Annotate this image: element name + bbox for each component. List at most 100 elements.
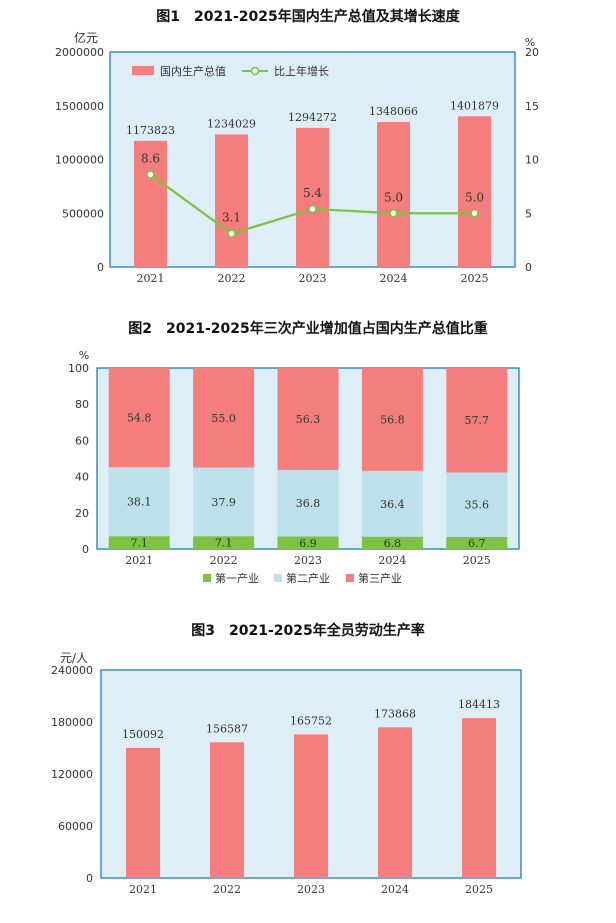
chart1-growth-point <box>227 229 236 238</box>
chart2-segment-label: 37.9 <box>211 496 236 509</box>
chart2-x-tick-label: 2023 <box>294 554 322 567</box>
chart2-legend-label: 第二产业 <box>286 571 330 585</box>
chart1-legend-bar-swatch <box>132 66 154 75</box>
chart2-segment-label: 57.7 <box>465 414 490 427</box>
chart2-segment-label: 7.1 <box>130 537 148 550</box>
chart1-y-tick-label: 1000000 <box>55 154 104 167</box>
chart3-bar-value-label: 184413 <box>458 698 500 711</box>
chart2-segment-label: 6.7 <box>468 537 486 550</box>
chart2-segment <box>277 536 339 549</box>
chart1-bar-value-label: 1173823 <box>126 124 175 137</box>
chart1-bar-value-label: 1294272 <box>288 111 337 124</box>
chart3-x-tick-label: 2022 <box>213 883 241 896</box>
chart1-y-tick-label: 2000000 <box>55 46 104 59</box>
chart3-bar-value-label: 165752 <box>290 714 332 727</box>
chart3-x-tick-label: 2025 <box>465 883 493 896</box>
chart1-bar-value-label: 1348066 <box>369 105 418 118</box>
chart2-x-tick-label: 2025 <box>463 554 491 567</box>
chart3-y-tick-label: 60000 <box>58 820 93 833</box>
chart2-segment-label: 54.8 <box>127 412 152 425</box>
chart2-y-tick-label: 20 <box>75 507 89 520</box>
chart1-bar-value-label: 1401879 <box>450 99 499 112</box>
chart3-y-tick-label: 0 <box>86 872 93 885</box>
chart2-segment-label: 36.8 <box>296 497 321 510</box>
chart1-bar <box>134 140 167 267</box>
chart3-bar <box>126 747 160 878</box>
chart1-x-tick-label: 2021 <box>137 272 165 285</box>
chart2-segment-label: 6.9 <box>299 537 317 550</box>
chart3-bar-value-label: 173868 <box>374 707 416 720</box>
chart2-segment-label: 38.1 <box>127 496 152 509</box>
chart1-bar <box>215 134 248 267</box>
chart1-growth-label: 3.1 <box>222 211 241 225</box>
chart1-legend-line-marker <box>250 66 260 76</box>
chart2-segment <box>193 368 255 468</box>
chart2-segment <box>193 467 255 537</box>
chart3-x-tick-label: 2021 <box>129 883 157 896</box>
chart2-legend-label: 第三产业 <box>358 571 402 585</box>
chart2-segment <box>446 472 508 537</box>
chart2-y-tick-label: 40 <box>75 471 89 484</box>
chart3-bar <box>378 727 412 878</box>
chart2-y-tick-label: 80 <box>75 398 89 411</box>
chart2-segment <box>277 368 339 470</box>
chart2-segment-label: 7.1 <box>215 537 233 550</box>
chart2-legend-swatch <box>346 574 354 582</box>
chart2: % 0 20 40 60 80 100 7.1 38.1 54.8 2021 7.1 37.9 55.0 2… <box>68 349 520 585</box>
chart1-right-unit: % <box>525 36 535 49</box>
chart3-bar <box>294 734 328 878</box>
chart2-segment-label: 56.8 <box>380 413 405 426</box>
chart1-growth-point <box>470 208 479 218</box>
chart2-segment <box>108 536 170 549</box>
chart2-segment <box>446 368 508 473</box>
chart2-legend-swatch <box>203 574 211 582</box>
chart1-growth-point <box>389 208 398 218</box>
chart3-bar <box>462 718 496 878</box>
chart1-title: 图1 2021-2025年国内生产总值及其增长速度 <box>156 9 460 25</box>
chart1-x-tick-label: 2022 <box>218 272 246 285</box>
chart1-growth-point <box>308 204 317 214</box>
chart1-growth-label: 5.0 <box>384 190 403 204</box>
chart1-y-tick-label: 0 <box>97 261 104 274</box>
chart2-y-tick-label: 60 <box>75 434 89 447</box>
chart3-y-tick-label: 120000 <box>51 768 93 781</box>
chart2-segment-label: 56.3 <box>296 413 321 426</box>
chart3-x-tick-label: 2024 <box>381 883 409 896</box>
chart1-y2-tick-label: 20 <box>525 46 539 59</box>
chart2-x-tick-label: 2022 <box>210 554 238 567</box>
chart1-y2-tick-label: 15 <box>525 100 539 113</box>
chart3-title: 图3 2021-2025年全员劳动生产率 <box>191 623 425 639</box>
chart3-left-unit: 元/人 <box>60 651 88 665</box>
chart1-legend-bar-label: 国内生产总值 <box>160 64 226 78</box>
chart1-bar <box>377 122 410 267</box>
chart1: 亿元 % 0 500000 1000000 1500000 2000000 0 5 10 15 20 1… <box>55 30 539 285</box>
chart1-x-tick-label: 2023 <box>299 272 327 285</box>
chart3-bar-value-label: 150092 <box>122 728 164 741</box>
chart2-segment <box>108 368 170 468</box>
chart1-x-tick-label: 2024 <box>380 272 408 285</box>
chart2-segment-label: 36.4 <box>380 498 405 511</box>
chart2-segment <box>277 469 339 537</box>
chart3-y-tick-label: 240000 <box>51 664 93 677</box>
chart2-segment <box>361 470 423 537</box>
chart3-x-tick-label: 2023 <box>297 883 325 896</box>
chart3-bar-value-label: 156587 <box>206 722 248 735</box>
chart3-y-tick-label: 180000 <box>51 716 93 729</box>
chart1-y-tick-label: 500000 <box>62 207 104 220</box>
chart2-title: 图2 2021-2025年三次产业增加值占国内生产总值比重 <box>128 321 488 337</box>
chart2-x-tick-label: 2021 <box>125 554 153 567</box>
chart1-bar <box>296 127 329 268</box>
chart2-segment <box>361 536 423 549</box>
chart1-bar-value-label: 1234029 <box>207 117 256 130</box>
chart3-bar <box>210 742 244 878</box>
chart1-y2-tick-label: 0 <box>525 261 532 274</box>
chart1-growth-label: 8.6 <box>141 152 160 166</box>
chart1-left-unit: 亿元 <box>74 30 98 45</box>
chart2-segment <box>108 467 170 537</box>
chart1-legend-line-label: 比上年增长 <box>274 64 329 78</box>
chart3: 元/人 0 60000 120000 180000 240000 150092 2021 156… <box>51 651 522 896</box>
chart2-segment-label: 35.6 <box>465 499 490 512</box>
chart2-legend-swatch <box>274 574 282 582</box>
chart1-growth-label: 5.4 <box>303 186 322 200</box>
chart2-segment <box>361 368 423 471</box>
